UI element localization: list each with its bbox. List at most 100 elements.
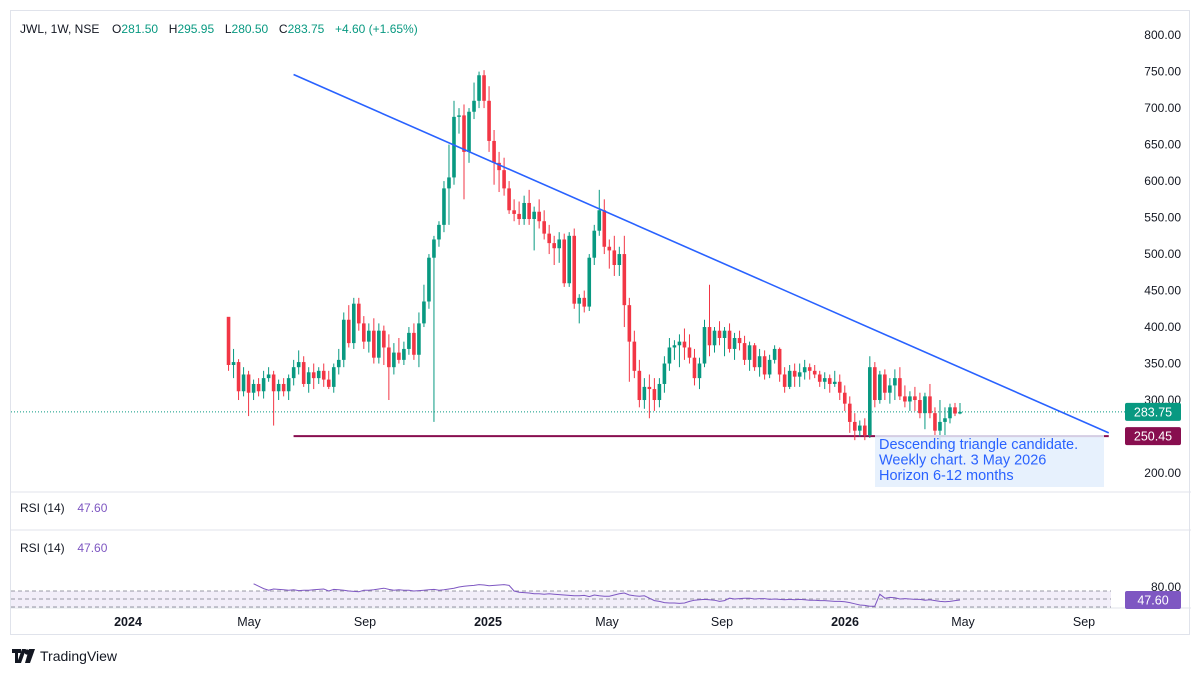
rsi-tick-label: 80.00 [1151, 580, 1181, 594]
candle-body [918, 400, 922, 414]
support-price-badge-bg [1125, 427, 1181, 446]
candle-body [817, 374, 822, 382]
time-axis-label: May [237, 615, 261, 629]
candle-body [587, 257, 592, 307]
candle-body [682, 341, 687, 348]
candle-body [717, 330, 722, 338]
annotation-text: Descending triangle candidate. [879, 437, 1078, 453]
candle-body [577, 297, 582, 304]
candle-body [296, 362, 301, 368]
candle-body [888, 385, 892, 393]
candle-body [637, 370, 642, 401]
time-axis-label: 2025 [474, 615, 502, 629]
candle-body [502, 170, 506, 189]
candle-body [787, 370, 792, 387]
candle-body [652, 389, 657, 401]
candle-body [311, 372, 316, 379]
low-label: L [224, 22, 232, 36]
candle-body [928, 396, 932, 414]
candle-body [878, 374, 882, 401]
candle-body [742, 343, 747, 360]
candle-body [762, 356, 767, 375]
candle-body [487, 100, 491, 141]
candle-body [707, 327, 712, 346]
candle-body [602, 210, 607, 247]
candle-body [898, 378, 902, 397]
candle-body [677, 341, 682, 346]
candle-body [477, 75, 481, 101]
candle-body [642, 386, 647, 401]
candle-body [432, 239, 436, 258]
annotation-box [875, 435, 1104, 487]
candle-body [903, 396, 907, 402]
candle-body [827, 378, 832, 384]
rsi-line [253, 583, 961, 607]
price-tick-label: 600.00 [1144, 174, 1181, 188]
candle-body [702, 327, 707, 364]
candle-body [812, 370, 817, 375]
candle-body [908, 396, 912, 402]
candle-body [321, 370, 326, 380]
time-axis-label: May [595, 615, 619, 629]
open-value: 281.50 [121, 22, 159, 36]
candle-body [797, 372, 802, 377]
candle-body [407, 332, 411, 349]
candle-body [266, 374, 271, 379]
candle-body [752, 345, 757, 368]
symbol-label[interactable]: JWL, 1W, NSE [20, 22, 100, 36]
candle-body [286, 378, 291, 392]
candle-body [837, 381, 842, 393]
candle-body [923, 396, 927, 414]
rsi-header-top: RSI (14) 47.60 [20, 501, 107, 515]
candle-body [597, 210, 602, 231]
candle-body [281, 383, 286, 392]
candle-body [392, 352, 396, 368]
change-value: +4.60 (+1.65%) [334, 22, 418, 36]
candle-body [412, 332, 416, 355]
candle-body [256, 383, 261, 392]
candle-body [852, 421, 857, 431]
candle-body [422, 301, 426, 324]
price-tick-label: 550.00 [1144, 211, 1181, 225]
low-value: 280.50 [231, 22, 269, 36]
candle-body [807, 367, 812, 371]
high-value: 295.95 [177, 22, 215, 36]
candle-body [662, 363, 667, 384]
candle-body [276, 383, 281, 392]
time-axis-label: Sep [1073, 615, 1095, 629]
candle-body [692, 357, 697, 379]
candle-body [417, 323, 421, 355]
tradingview-logo[interactable]: TradingView [12, 648, 117, 664]
chart-canvas[interactable]: 800.00 750.00 700.00 650.00 600.00 550.00 500.… [11, 11, 1191, 636]
open-label: O [112, 22, 122, 36]
candle-body [873, 367, 877, 401]
candle-body [842, 392, 847, 404]
candle-body [712, 330, 717, 346]
candle-body [767, 359, 772, 375]
candle-body [372, 330, 376, 358]
annotation-text: Weekly chart. 3 May 2026 [879, 453, 1046, 469]
rsi-pane-label[interactable]: RSI (14) [20, 541, 65, 555]
last-price-badge: 283.75 [1134, 405, 1172, 419]
candle-body [527, 202, 531, 220]
candle-body [647, 386, 652, 390]
candle-body [226, 316, 231, 365]
candle-body [507, 188, 511, 211]
candle-body [562, 239, 567, 284]
candle-body [777, 348, 782, 375]
candle-body [617, 254, 622, 266]
candle-body [377, 330, 381, 358]
candle-body [542, 221, 546, 234]
candle-body [747, 345, 752, 360]
tradingview-logo-icon [12, 649, 35, 663]
candle-body [582, 297, 587, 307]
rsi-label[interactable]: RSI (14) [20, 501, 65, 515]
candle-body [427, 257, 431, 302]
rsi-badge: 47.60 [1137, 593, 1168, 607]
candle-body [457, 115, 461, 117]
candle-body [943, 418, 947, 422]
candle-body [482, 75, 486, 101]
candle-body [472, 100, 476, 112]
candle-body [326, 379, 331, 387]
candle-body [948, 407, 952, 419]
